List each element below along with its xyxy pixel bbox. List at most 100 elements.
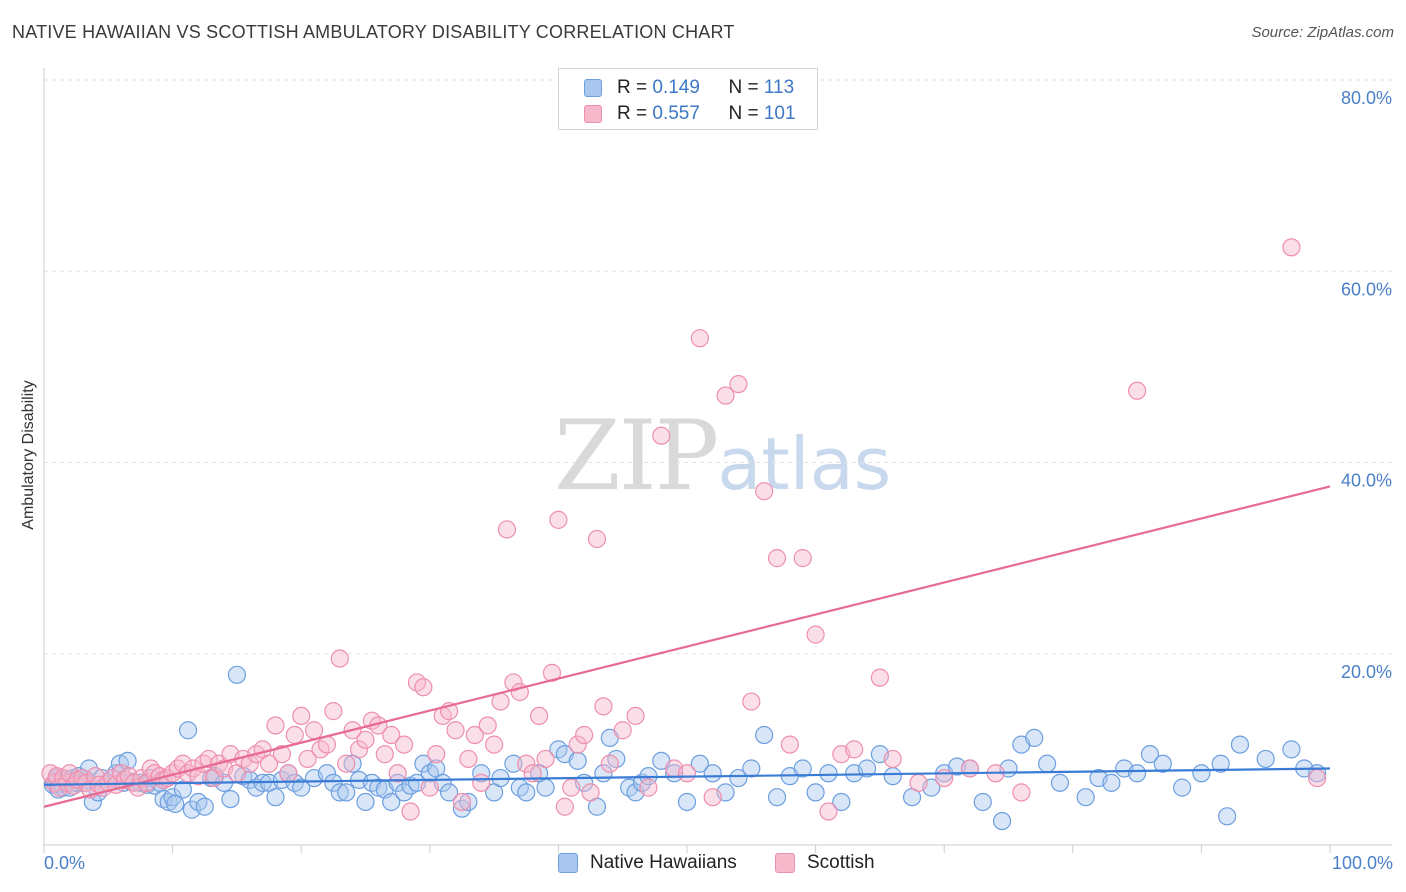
data-point xyxy=(178,721,198,740)
data-point xyxy=(401,802,420,821)
data-point xyxy=(388,764,407,783)
data-point xyxy=(517,754,536,773)
data-point xyxy=(600,754,619,773)
data-point xyxy=(349,740,369,759)
data-point xyxy=(446,721,465,740)
data-point xyxy=(195,797,214,816)
data-point xyxy=(504,754,523,773)
data-point xyxy=(1211,754,1230,773)
data-point xyxy=(562,778,581,797)
data-point xyxy=(575,725,594,745)
data-point xyxy=(356,730,375,749)
data-point xyxy=(992,811,1012,831)
data-point xyxy=(716,386,735,405)
data-point xyxy=(420,778,439,797)
legend-swatch-blue xyxy=(584,79,602,97)
data-point xyxy=(472,773,491,792)
y-tick-label: 40.0% xyxy=(1341,471,1392,491)
data-point xyxy=(1173,778,1192,797)
data-point xyxy=(639,778,658,797)
data-point xyxy=(819,802,838,821)
trend-line-native-hawaiians xyxy=(43,767,1331,786)
data-point xyxy=(1025,728,1044,748)
trend-line-scottish xyxy=(43,485,1331,808)
data-point xyxy=(542,663,562,682)
data-point xyxy=(478,716,497,735)
legend-label: Native Hawaiians xyxy=(590,852,737,873)
data-point xyxy=(375,745,394,764)
x-tick-label: 100.0% xyxy=(1332,853,1393,873)
data-point xyxy=(472,764,491,783)
data-point xyxy=(857,759,877,778)
watermark-zip: ZIP xyxy=(554,400,719,512)
data-point xyxy=(298,749,317,769)
legend-swatch-blue xyxy=(558,853,578,873)
data-point xyxy=(1127,381,1147,400)
data-point xyxy=(729,374,748,394)
data-point xyxy=(272,745,292,764)
legend-r-label: R = xyxy=(617,77,653,98)
stats-legend: R = 0.149 N = 113 R = 0.557 N = 101 xyxy=(558,68,818,130)
data-point xyxy=(755,725,774,745)
data-point xyxy=(304,721,324,740)
data-point xyxy=(259,754,279,773)
legend-r-value: 0.149 xyxy=(652,77,700,98)
data-point xyxy=(324,702,343,721)
data-point xyxy=(555,797,574,816)
data-point xyxy=(1282,238,1301,257)
data-point xyxy=(703,788,722,807)
data-point xyxy=(729,768,748,788)
legend-swatch-pink xyxy=(584,105,602,123)
data-point xyxy=(568,735,587,754)
data-point xyxy=(677,764,697,783)
data-point xyxy=(530,706,549,726)
data-point xyxy=(755,482,774,501)
data-point xyxy=(1256,749,1275,769)
data-point xyxy=(613,721,632,740)
data-point xyxy=(1282,740,1301,759)
data-point xyxy=(973,792,992,812)
data-point xyxy=(909,773,928,792)
data-point xyxy=(285,725,304,745)
data-point xyxy=(452,799,472,818)
data-point xyxy=(1192,764,1211,783)
data-point xyxy=(1050,773,1070,792)
data-point xyxy=(960,759,980,778)
data-point xyxy=(845,740,864,759)
data-point xyxy=(337,754,356,773)
source-credit: Source: ZipAtlas.com xyxy=(1251,24,1394,41)
data-point xyxy=(427,745,446,764)
data-point xyxy=(292,706,311,726)
data-point xyxy=(173,780,192,799)
data-point xyxy=(832,792,851,812)
data-point xyxy=(1140,745,1160,764)
series-scottish xyxy=(41,238,1327,821)
data-point xyxy=(1153,754,1172,773)
grid-lines xyxy=(44,79,1392,655)
data-point xyxy=(459,749,478,769)
data-point xyxy=(536,749,555,769)
data-point xyxy=(227,665,246,684)
data-point xyxy=(439,783,459,802)
data-point xyxy=(793,759,812,778)
data-point xyxy=(414,678,433,697)
legend-text: R = 0.557 N = 101 xyxy=(617,103,796,125)
legend-label: Scottish xyxy=(807,852,875,873)
data-point xyxy=(806,625,825,644)
data-point xyxy=(452,792,472,812)
trend-lines xyxy=(43,485,1331,808)
data-point xyxy=(536,778,555,797)
data-point xyxy=(394,735,414,754)
data-point xyxy=(1037,754,1057,773)
data-point xyxy=(1012,783,1031,802)
data-point xyxy=(793,549,812,568)
data-point xyxy=(594,697,613,716)
data-point xyxy=(324,773,343,792)
data-point xyxy=(330,783,349,802)
data-point xyxy=(330,649,349,668)
data-point xyxy=(1102,773,1121,792)
data-point xyxy=(292,778,311,797)
watermark: ZIPatlas xyxy=(554,400,891,512)
data-point xyxy=(1308,768,1327,788)
